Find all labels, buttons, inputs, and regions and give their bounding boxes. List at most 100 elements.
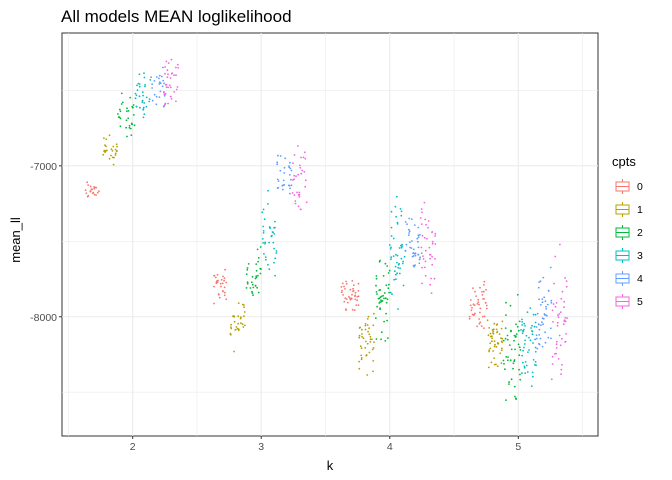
data-point-cpts-5 — [297, 194, 300, 196]
grid-lines — [62, 33, 598, 436]
data-point-cpts-2 — [504, 327, 507, 329]
data-point-cpts-1 — [233, 320, 236, 323]
data-point-cpts-5 — [292, 179, 294, 181]
data-point-cpts-2 — [386, 298, 389, 301]
data-point-cpts-2 — [504, 337, 507, 340]
data-point-cpts-4 — [541, 321, 543, 324]
data-point-cpts-0 — [223, 294, 226, 297]
data-point-cpts-4 — [414, 264, 416, 267]
data-point-cpts-2 — [514, 395, 516, 398]
data-point-cpts-1 — [364, 323, 367, 325]
data-point-cpts-4 — [538, 334, 541, 336]
data-point-cpts-2 — [384, 340, 387, 342]
data-point-cpts-3 — [144, 84, 147, 86]
data-point-cpts-3 — [142, 116, 145, 119]
data-point-cpts-5 — [424, 249, 427, 252]
data-point-cpts-3 — [267, 189, 269, 192]
data-point-cpts-1 — [492, 332, 494, 334]
data-point-cpts-4 — [151, 99, 154, 102]
data-point-cpts-0 — [349, 297, 351, 299]
data-point-cpts-4 — [545, 305, 547, 308]
data-point-cpts-2 — [255, 269, 258, 272]
data-point-cpts-2 — [516, 293, 519, 296]
data-point-cpts-5 — [552, 303, 555, 305]
data-point-cpts-4 — [542, 323, 544, 326]
data-point-cpts-2 — [518, 346, 521, 349]
data-point-cpts-2 — [127, 117, 130, 120]
data-point-cpts-5 — [297, 173, 300, 176]
data-point-cpts-1 — [500, 340, 503, 343]
data-point-cpts-5 — [565, 333, 567, 335]
legend-label: 0 — [637, 181, 643, 193]
data-point-cpts-5 — [434, 235, 436, 237]
data-point-cpts-3 — [534, 350, 537, 353]
data-point-cpts-4 — [405, 243, 408, 246]
data-point-cpts-1 — [364, 328, 367, 331]
data-point-cpts-1 — [371, 348, 374, 351]
data-point-cpts-3 — [525, 364, 528, 367]
data-point-cpts-2 — [503, 362, 505, 365]
data-point-cpts-5 — [294, 202, 297, 205]
data-point-cpts-5 — [551, 309, 554, 312]
data-point-cpts-3 — [526, 311, 529, 314]
data-point-cpts-4 — [419, 256, 421, 259]
data-point-cpts-5 — [420, 246, 423, 249]
data-point-cpts-2 — [387, 287, 390, 290]
data-point-cpts-5 — [557, 358, 560, 360]
data-point-cpts-5 — [167, 62, 170, 64]
data-point-cpts-2 — [513, 339, 515, 342]
data-point-cpts-3 — [265, 258, 267, 261]
data-point-cpts-1 — [239, 317, 242, 320]
data-point-cpts-5 — [558, 334, 561, 337]
data-point-cpts-2 — [374, 317, 377, 319]
data-point-cpts-5 — [560, 297, 563, 300]
legend-entry-4: 4 — [614, 270, 643, 287]
data-point-cpts-0 — [468, 317, 471, 320]
data-point-cpts-4 — [542, 317, 545, 320]
data-point-cpts-2 — [133, 124, 136, 127]
data-point-cpts-4 — [158, 96, 161, 98]
legend-label: 4 — [637, 273, 643, 285]
data-point-cpts-2 — [508, 383, 510, 385]
data-point-cpts-1 — [111, 150, 114, 152]
data-point-cpts-0 — [479, 307, 482, 310]
legend-label: 3 — [637, 250, 643, 262]
data-point-cpts-2 — [375, 338, 378, 340]
data-point-cpts-0 — [473, 304, 476, 307]
data-point-cpts-1 — [111, 156, 114, 159]
data-point-cpts-2 — [510, 348, 513, 351]
data-point-cpts-5 — [164, 66, 167, 68]
data-point-cpts-0 — [220, 278, 223, 281]
data-point-cpts-1 — [368, 327, 370, 330]
data-point-cpts-3 — [134, 92, 137, 95]
data-point-cpts-5 — [562, 323, 565, 326]
data-point-cpts-3 — [388, 244, 391, 246]
data-point-cpts-4 — [284, 157, 287, 160]
data-point-cpts-3 — [396, 272, 398, 275]
data-point-cpts-3 — [403, 255, 406, 258]
data-point-cpts-4 — [276, 163, 279, 166]
data-point-cpts-3 — [274, 220, 276, 223]
data-point-cpts-4 — [151, 83, 154, 86]
data-point-cpts-5 — [431, 263, 434, 266]
data-point-cpts-2 — [257, 257, 260, 259]
data-point-cpts-2 — [387, 272, 390, 274]
data-point-cpts-3 — [534, 360, 537, 363]
data-point-cpts-1 — [372, 370, 374, 373]
data-point-cpts-1 — [362, 337, 365, 340]
data-point-cpts-0 — [352, 290, 354, 293]
data-point-cpts-1 — [110, 154, 112, 157]
data-point-cpts-5 — [300, 156, 302, 159]
data-point-cpts-2 — [506, 338, 509, 341]
data-point-cpts-1 — [229, 333, 232, 336]
data-point-cpts-5 — [555, 302, 558, 304]
data-point-cpts-4 — [417, 234, 420, 237]
data-point-cpts-3 — [394, 265, 397, 268]
data-point-cpts-2 — [260, 268, 262, 270]
data-point-cpts-4 — [542, 276, 545, 279]
data-point-cpts-0 — [472, 314, 475, 316]
data-point-cpts-2 — [375, 291, 378, 293]
data-point-cpts-2 — [386, 265, 389, 267]
data-point-cpts-4 — [162, 105, 165, 108]
